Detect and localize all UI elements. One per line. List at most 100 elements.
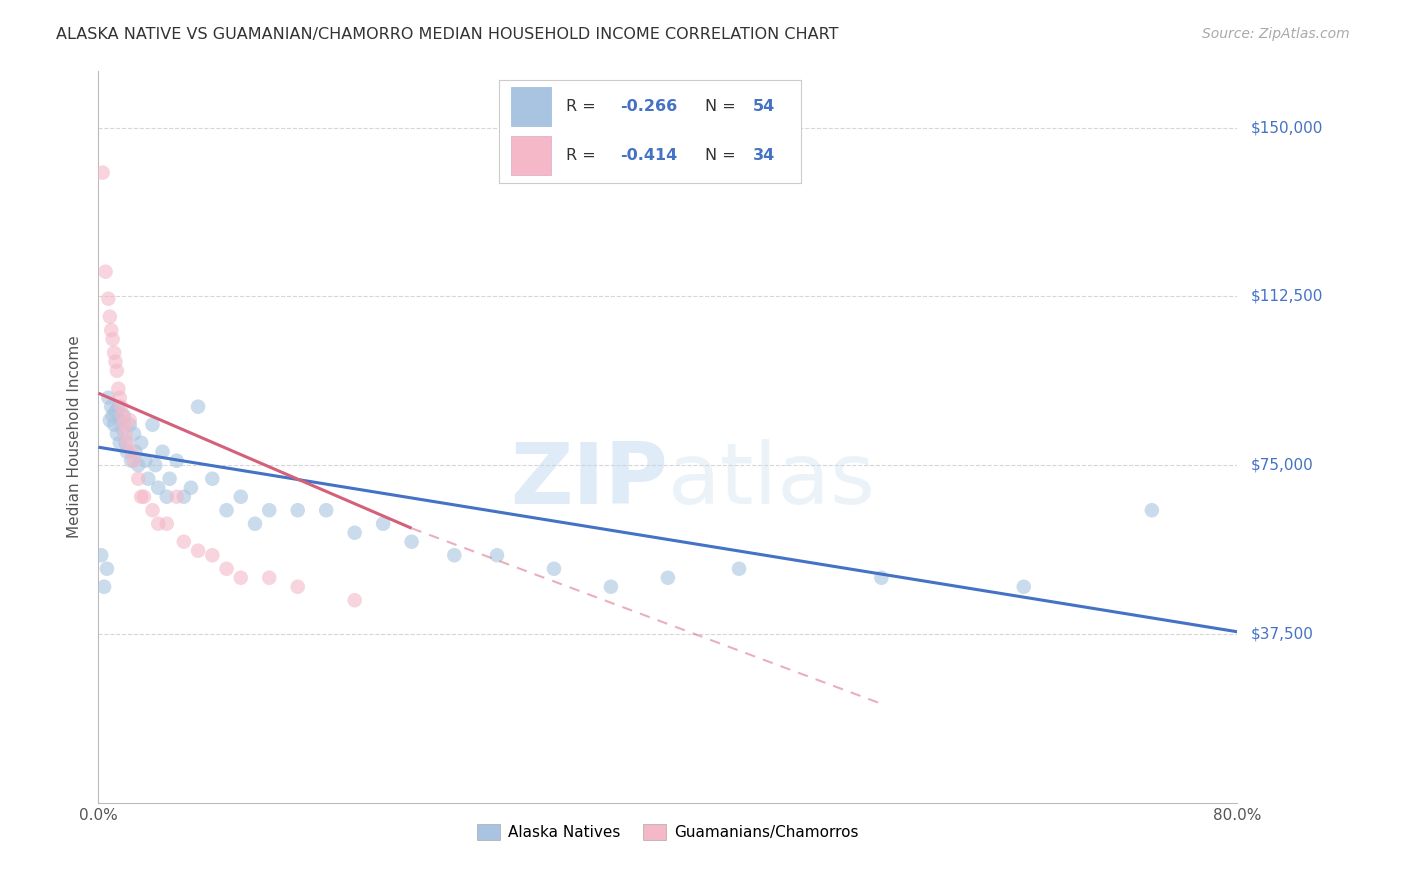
Point (112, 417, 135, 432)
Text: $150,000: $150,000 (1251, 120, 1323, 135)
Point (141, 503, 163, 517)
Point (96, 562, 118, 576)
Point (93, 580, 115, 594)
Point (443, 548, 465, 562)
Point (187, 543, 209, 558)
Text: $37,500: $37,500 (1251, 626, 1315, 641)
Point (1140, 503, 1163, 517)
Point (166, 490, 188, 504)
Point (118, 417, 141, 432)
Point (148, 481, 170, 495)
Point (97, 391, 120, 405)
Point (187, 400, 209, 414)
Point (103, 345, 125, 359)
Point (657, 571, 679, 585)
Text: 34: 34 (754, 148, 775, 162)
Point (91, 166, 114, 180)
Point (122, 453, 145, 467)
Point (98, 310, 121, 324)
Point (148, 516, 170, 531)
Point (145, 458, 167, 473)
Point (104, 404, 127, 418)
Point (110, 400, 132, 414)
Point (229, 571, 252, 585)
Y-axis label: Median Household Income: Median Household Income (67, 335, 83, 539)
Point (180, 481, 202, 495)
Text: ALASKA NATIVE VS GUAMANIAN/CHAMORRO MEDIAN HOUSEHOLD INCOME CORRELATION CHART: ALASKA NATIVE VS GUAMANIAN/CHAMORRO MEDI… (56, 27, 839, 42)
Point (114, 435, 136, 450)
Point (159, 472, 181, 486)
Point (127, 458, 149, 473)
Point (100, 400, 122, 414)
Point (229, 490, 252, 504)
Legend: Alaska Natives, Guamanians/Chamorros: Alaska Natives, Guamanians/Chamorros (471, 818, 865, 847)
Text: -0.414: -0.414 (620, 148, 678, 162)
Text: Source: ZipAtlas.com: Source: ZipAtlas.com (1202, 27, 1350, 41)
Point (870, 571, 893, 585)
Point (173, 490, 195, 504)
Text: -0.266: -0.266 (620, 99, 678, 114)
Point (373, 516, 395, 531)
Point (132, 490, 155, 504)
Point (120, 444, 142, 458)
Point (94, 265, 117, 279)
Point (215, 503, 238, 517)
Text: $75,000: $75,000 (1251, 458, 1315, 473)
Point (104, 354, 127, 368)
Text: N =: N = (704, 148, 741, 162)
Point (141, 417, 163, 432)
Point (315, 503, 337, 517)
Point (343, 525, 366, 540)
Point (127, 472, 149, 486)
Text: R =: R = (565, 99, 600, 114)
Point (115, 435, 138, 450)
Point (115, 444, 138, 458)
Point (134, 453, 156, 467)
Point (108, 435, 131, 450)
Point (97, 292, 120, 306)
Point (105, 426, 128, 441)
Point (215, 562, 238, 576)
Point (90, 548, 112, 562)
FancyBboxPatch shape (512, 136, 551, 175)
Point (129, 490, 152, 504)
Point (486, 548, 509, 562)
Point (129, 435, 152, 450)
FancyBboxPatch shape (512, 87, 551, 127)
Point (107, 400, 129, 414)
Point (100, 323, 122, 337)
Point (243, 516, 266, 531)
Point (111, 422, 134, 436)
Point (259, 571, 281, 585)
Point (259, 503, 281, 517)
Text: N =: N = (704, 99, 741, 114)
Point (156, 490, 179, 504)
Text: 54: 54 (754, 99, 775, 114)
Point (122, 426, 145, 441)
Point (105, 364, 128, 378)
Point (107, 382, 129, 396)
Point (543, 562, 565, 576)
Point (101, 409, 124, 423)
Point (152, 444, 174, 458)
Point (156, 516, 179, 531)
Point (118, 413, 141, 427)
Point (600, 580, 623, 594)
Point (401, 534, 423, 549)
Point (98, 413, 121, 427)
Point (166, 453, 188, 467)
Point (103, 417, 125, 432)
Point (1012, 580, 1035, 594)
Point (120, 453, 142, 467)
Text: atlas: atlas (668, 440, 876, 523)
Text: $112,500: $112,500 (1251, 289, 1323, 304)
Point (124, 444, 146, 458)
Point (136, 472, 159, 486)
Point (287, 503, 309, 517)
Point (111, 409, 134, 423)
Point (728, 562, 751, 576)
Point (173, 534, 195, 549)
Text: ZIP: ZIP (510, 440, 668, 523)
Point (108, 391, 131, 405)
Point (114, 426, 136, 441)
